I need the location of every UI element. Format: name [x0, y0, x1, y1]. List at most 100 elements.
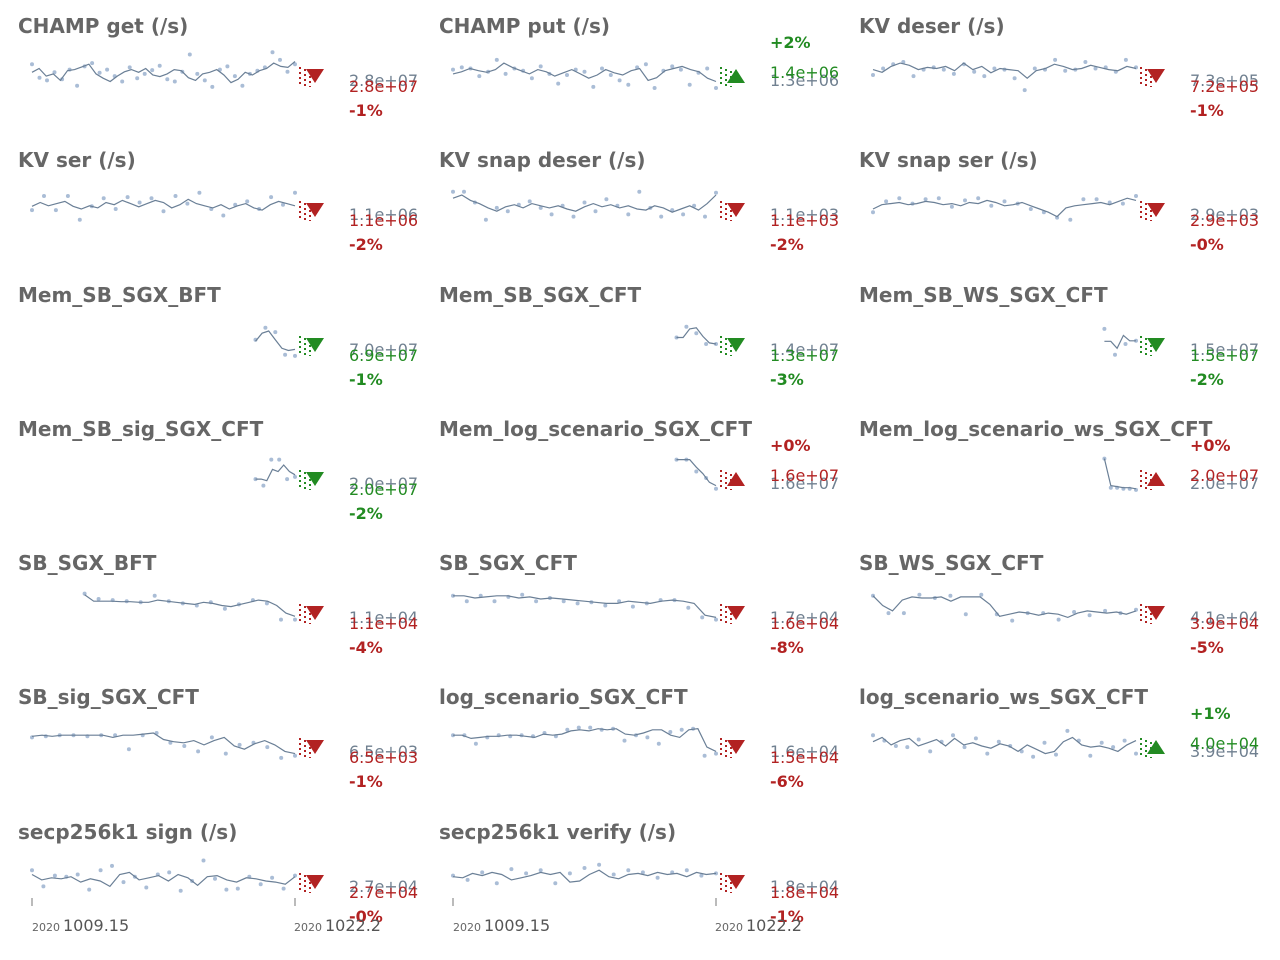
- sparkline-chart: 3.9e+044.0e+04 +1%: [871, 704, 1259, 761]
- sample-point: [173, 194, 178, 198]
- arrow-down-icon: [306, 606, 324, 620]
- sample-point: [261, 483, 266, 488]
- sample-point: [121, 880, 126, 885]
- sample-point: [494, 57, 499, 62]
- sparkline-panel: SB_SGX_BFT 1.1e+04 1.1e+04 -4%: [0, 537, 420, 671]
- sample-point: [105, 67, 110, 72]
- sample-point: [565, 727, 570, 732]
- sample-point: [951, 71, 956, 76]
- sample-point: [1123, 342, 1128, 346]
- trend-line: [453, 728, 717, 752]
- sample-point: [144, 885, 149, 890]
- latest-value: 3.9e+04: [1190, 614, 1259, 633]
- sample-point: [704, 342, 709, 346]
- sample-point: [549, 212, 554, 217]
- sparkline-chart: 1.6e+071.6e+07 +0%: [674, 436, 839, 493]
- latest-value: 1.4e+06: [770, 63, 839, 82]
- trend-line: [676, 327, 717, 345]
- sample-point: [597, 862, 602, 867]
- sample-point: [137, 200, 142, 205]
- sample-point: [165, 77, 170, 82]
- chart-title: CHAMP get (/s): [18, 14, 189, 38]
- sample-point: [670, 64, 675, 69]
- sample-point: [911, 74, 916, 79]
- sample-point: [897, 196, 902, 201]
- percent-change: -1%: [349, 101, 383, 120]
- sample-point: [976, 196, 981, 201]
- sparkline-chart: 1.4e+071.3e+07 -3%: [674, 324, 839, 389]
- sample-point: [465, 877, 470, 882]
- sample-point: [714, 751, 718, 756]
- sample-point: [459, 65, 464, 70]
- sample-point: [279, 617, 283, 622]
- sparkline-panel: log_scenario_ws_SGX_CFT 3.9e+04 4.0e+04 +1%: [841, 671, 1261, 805]
- percent-change: -1%: [770, 907, 804, 926]
- percent-change: -5%: [1190, 638, 1224, 657]
- latest-value: 7.2e+05: [1190, 77, 1259, 96]
- sample-point: [221, 213, 226, 218]
- latest-value: 2.7e+04: [349, 883, 418, 902]
- sample-point: [686, 605, 691, 610]
- chart-title: Mem_SB_SGX_BFT: [18, 283, 221, 307]
- sample-point: [972, 69, 977, 74]
- sparkline-panel: KV deser (/s) 7.3e+05 7.2e+05 -1%: [841, 0, 1261, 134]
- sample-point: [263, 325, 268, 330]
- sample-point: [1012, 76, 1017, 81]
- sample-point: [30, 208, 34, 213]
- sample-point: [90, 61, 95, 66]
- sample-point: [982, 74, 987, 79]
- sample-point: [1102, 326, 1107, 331]
- sample-point: [1113, 352, 1117, 357]
- previous-value: 1.3e+06: [770, 71, 839, 90]
- sample-point: [678, 67, 683, 72]
- previous-value: 2.8e+07: [349, 71, 418, 90]
- arrow-down-icon: [727, 875, 745, 889]
- sample-point: [923, 197, 928, 202]
- sample-point: [645, 735, 650, 740]
- sparkline-panel: Mem_log_scenario_ws_SGX_CFT 2.0e+07 2.0e+0…: [841, 403, 1261, 537]
- previous-value: 4.1e+04: [1190, 608, 1259, 627]
- arrow-down-icon: [727, 338, 745, 352]
- sample-point: [225, 64, 230, 69]
- sample-point: [213, 876, 217, 881]
- sample-point: [75, 872, 80, 877]
- sparkline-chart: 7.0e+076.9e+07 -1%: [253, 325, 418, 389]
- sample-point: [240, 83, 245, 88]
- sample-point: [1054, 752, 1058, 757]
- sample-point: [529, 76, 534, 81]
- chart-title: KV deser (/s): [859, 14, 1005, 38]
- previous-value: 1.4e+07: [770, 340, 839, 359]
- sample-point: [1088, 753, 1093, 758]
- sample-point: [285, 69, 290, 74]
- sample-point: [1123, 57, 1128, 62]
- arrow-down-icon: [306, 203, 324, 217]
- arrow-up-icon: [1147, 740, 1165, 754]
- sample-point: [101, 196, 106, 201]
- sample-point: [201, 858, 206, 863]
- sample-point: [293, 753, 297, 758]
- sample-point: [928, 749, 933, 754]
- sample-point: [1083, 60, 1088, 64]
- sample-point: [1028, 207, 1033, 211]
- sample-point: [603, 603, 608, 608]
- sample-point: [45, 78, 49, 83]
- sample-point: [281, 202, 285, 207]
- sparkline-panel: SB_WS_SGX_CFT 4.1e+04 3.9e+04 -5%: [841, 537, 1261, 671]
- sample-point: [237, 742, 242, 747]
- sample-point: [538, 868, 543, 873]
- sample-point: [1063, 68, 1068, 73]
- trend-line: [453, 595, 717, 618]
- sample-point: [37, 75, 42, 80]
- sample-point: [157, 63, 162, 68]
- sparkline-chart: 1.1e+061.1e+06 -2%: [30, 190, 418, 254]
- sparkline-chart: 1.8e+041.8e+04 -1%: [451, 862, 839, 926]
- sample-point: [1053, 57, 1058, 62]
- sample-point: [279, 755, 284, 760]
- sample-point: [195, 71, 200, 76]
- x-tick-date: 1022.2: [325, 916, 381, 935]
- sample-point: [608, 73, 613, 77]
- chart-title: CHAMP put (/s): [439, 14, 610, 38]
- sparkline-panel: KV ser (/s) 1.1e+06 1.1e+06 -2%: [0, 134, 420, 268]
- sample-point: [591, 84, 596, 89]
